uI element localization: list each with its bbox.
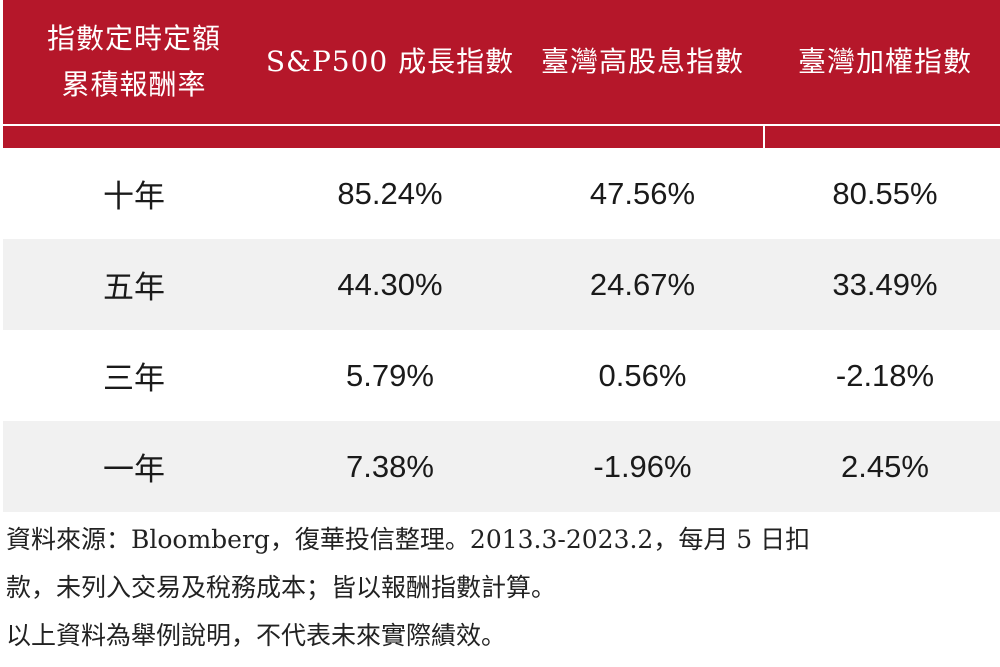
header-col-metric-line2: 累積報酬率 bbox=[61, 68, 207, 101]
header-col-sp500: S&P500 成長指數 bbox=[265, 45, 515, 78]
header-col-metric: 指數定時定額 累積報酬率 bbox=[3, 16, 265, 108]
sp500-value: 7.38% bbox=[346, 448, 434, 484]
table-row: 五年 44.30% 24.67% 33.49% bbox=[3, 239, 1000, 330]
taiex-value: 2.45% bbox=[841, 448, 929, 484]
high-dividend-value: 47.56% bbox=[589, 175, 696, 211]
header-col-high-dividend: 臺灣高股息指數 bbox=[540, 45, 744, 78]
period-cell: 十年 bbox=[103, 179, 165, 215]
header-divider-notch bbox=[763, 126, 765, 148]
period-cell: 一年 bbox=[103, 452, 165, 488]
taiex-value: -2.18% bbox=[835, 357, 935, 393]
table-header: 指數定時定額 累積報酬率 S&P500 成長指數 臺灣高股息指數 臺灣加權指數 bbox=[3, 0, 1000, 124]
high-dividend-value: -1.96% bbox=[593, 448, 692, 484]
period-cell: 三年 bbox=[103, 361, 165, 397]
sp500-value: 44.30% bbox=[337, 266, 443, 302]
table-row: 三年 5.79% 0.56% -2.18% bbox=[3, 330, 1000, 421]
taiex-value: 33.49% bbox=[832, 266, 938, 302]
high-dividend-value: 0.56% bbox=[598, 357, 687, 393]
sp500-value: 5.79% bbox=[346, 357, 434, 393]
returns-table: 指數定時定額 累積報酬率 S&P500 成長指數 臺灣高股息指數 臺灣加權指數 … bbox=[3, 0, 1000, 512]
high-dividend-value: 24.67% bbox=[589, 266, 696, 302]
header-divider bbox=[3, 124, 1000, 148]
source-footnote: 資料來源：Bloomberg，復華投信整理。2013.3-2023.2，每月 5… bbox=[6, 516, 906, 660]
footnote-line: 以上資料為舉例說明，不代表未來實際績效。 bbox=[6, 621, 507, 650]
taiex-value: 80.55% bbox=[832, 175, 938, 211]
sp500-value: 85.24% bbox=[337, 175, 443, 211]
table-row: 一年 7.38% -1.96% 2.45% bbox=[3, 421, 1000, 512]
footnote-line: 款，未列入交易及稅務成本；皆以報酬指數計算。 bbox=[6, 573, 557, 602]
period-cell: 五年 bbox=[103, 270, 165, 306]
footnote-line: 資料來源：Bloomberg，復華投信整理。2013.3-2023.2，每月 5… bbox=[6, 525, 811, 554]
header-col-taiex: 臺灣加權指數 bbox=[797, 45, 972, 78]
table-row: 十年 85.24% 47.56% 80.55% bbox=[3, 148, 1000, 239]
header-col-metric-line1: 指數定時定額 bbox=[46, 22, 221, 55]
